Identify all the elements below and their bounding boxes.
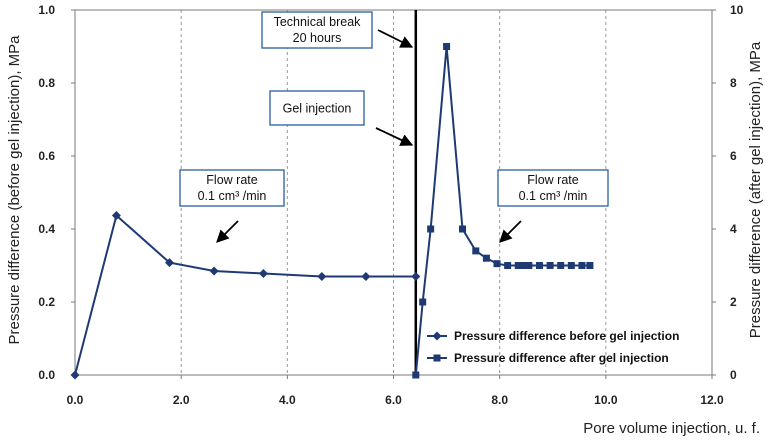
series-2-point [504,262,512,269]
y-left-tick-label: 0.4 [38,222,55,236]
y-left-tick-label: 0.0 [38,368,55,382]
annotation-flow-rate-left: Flow rate 0.1 cm³ /min [179,169,285,243]
series-line-1 [74,213,416,376]
annotation-flow-rate-right: Flow rate 0.1 cm³ /min [497,169,609,243]
series-2-point [459,225,467,233]
y-right-tick-label: 0 [730,368,737,382]
series-2-point [412,371,420,379]
series-2-point [546,262,554,269]
y-left-tick-label: 0.2 [38,295,55,309]
technical-break-text: Technical break [274,15,362,29]
series-1-point [209,266,219,276]
annotation-technical-break: Technical break 20 hours [261,11,414,49]
series-2-point [520,262,528,269]
series-2-point [514,262,522,269]
x-tick-label: 6.0 [385,393,402,407]
flow-rate-right-text: 0.1 cm³ /min [519,189,588,203]
x-tick-label: 12.0 [700,393,724,407]
series-2-point [493,260,501,268]
legend-swatch-marker [433,354,441,362]
series-2-point [427,225,435,233]
legend-label: Pressure difference before gel injection [454,329,679,343]
flow-rate-left-box [179,169,285,207]
x-tick-label: 2.0 [173,393,190,407]
x-tick-label: 4.0 [279,393,296,407]
series-line-2 [414,46,590,376]
annotation-layer: Technical break 20 hours Gel injection Flow… [179,11,609,243]
y-right-axis-title: Pressure difference (after gel injection… [747,41,764,338]
y-left-axis-title: Pressure difference (before gel injectio… [6,35,23,345]
x-tick-label: 0.0 [67,393,84,407]
y-left-tick-label: 0.8 [38,76,55,90]
series-1-point [317,271,327,281]
y-left-tick-label: 0.6 [38,149,55,163]
series-1-point [258,269,268,279]
series-2-point [525,262,533,269]
series-1-point [111,210,121,220]
y-right-tick-label: 6 [730,149,737,163]
series-1-point [411,271,421,281]
gel-injection-box [269,90,365,126]
flow-rate-right-box [497,169,609,207]
legend-label: Pressure difference after gel injection [454,351,669,365]
series-1-point [164,258,174,268]
y-right-tick-label: 4 [730,222,737,236]
series-2-point [419,298,427,306]
x-tick-label: 10.0 [594,393,618,407]
legend-item-1: Pressure difference before gel injection [427,329,679,343]
axes-layer: 0.0 2.0 4.0 6.0 8.0 10.0 12.0 0.0 0.2 0.4 0.6 0.8 1.… [38,3,743,407]
flow-rate-left-arrow [216,220,239,243]
annotation-gel-injection: Gel injection [269,90,414,146]
flow-rate-left-text: 0.1 cm³ /min [198,189,267,203]
series-2-point [567,262,575,269]
series-layer [70,10,594,380]
series-2-point [578,262,586,269]
y-right-tick-label: 10 [730,3,744,17]
flow-rate-right-arrow [499,220,522,243]
x-axis-title: Pore volume injection, u. f. [583,420,760,437]
y-right-tick-label: 8 [730,76,737,90]
y-right-tick-label: 2 [730,295,737,309]
series-2-point [482,254,490,262]
technical-break-box [261,11,373,49]
series-2-point [557,262,565,269]
series-2-point [472,247,480,255]
y-left-tick-label: 1.0 [38,3,55,17]
technical-break-text: 20 hours [293,31,342,45]
series-1-point [70,370,80,380]
series-1-point [361,271,371,281]
gel-injection-arrow [375,127,414,146]
x-tick-label: 8.0 [491,393,508,407]
series-2-point [535,262,543,269]
gel-injection-text: Gel injection [283,102,352,116]
legend-item-2: Pressure difference after gel injection [427,351,669,365]
series-2-point [586,262,594,269]
flow-rate-right-text: Flow rate [527,173,578,187]
series-2-point [443,43,451,50]
flow-rate-left-text: Flow rate [206,173,257,187]
technical-break-arrow [377,29,414,48]
legend-layer: Pressure difference before gel injection… [427,329,679,365]
legend-swatch-marker [432,331,442,341]
